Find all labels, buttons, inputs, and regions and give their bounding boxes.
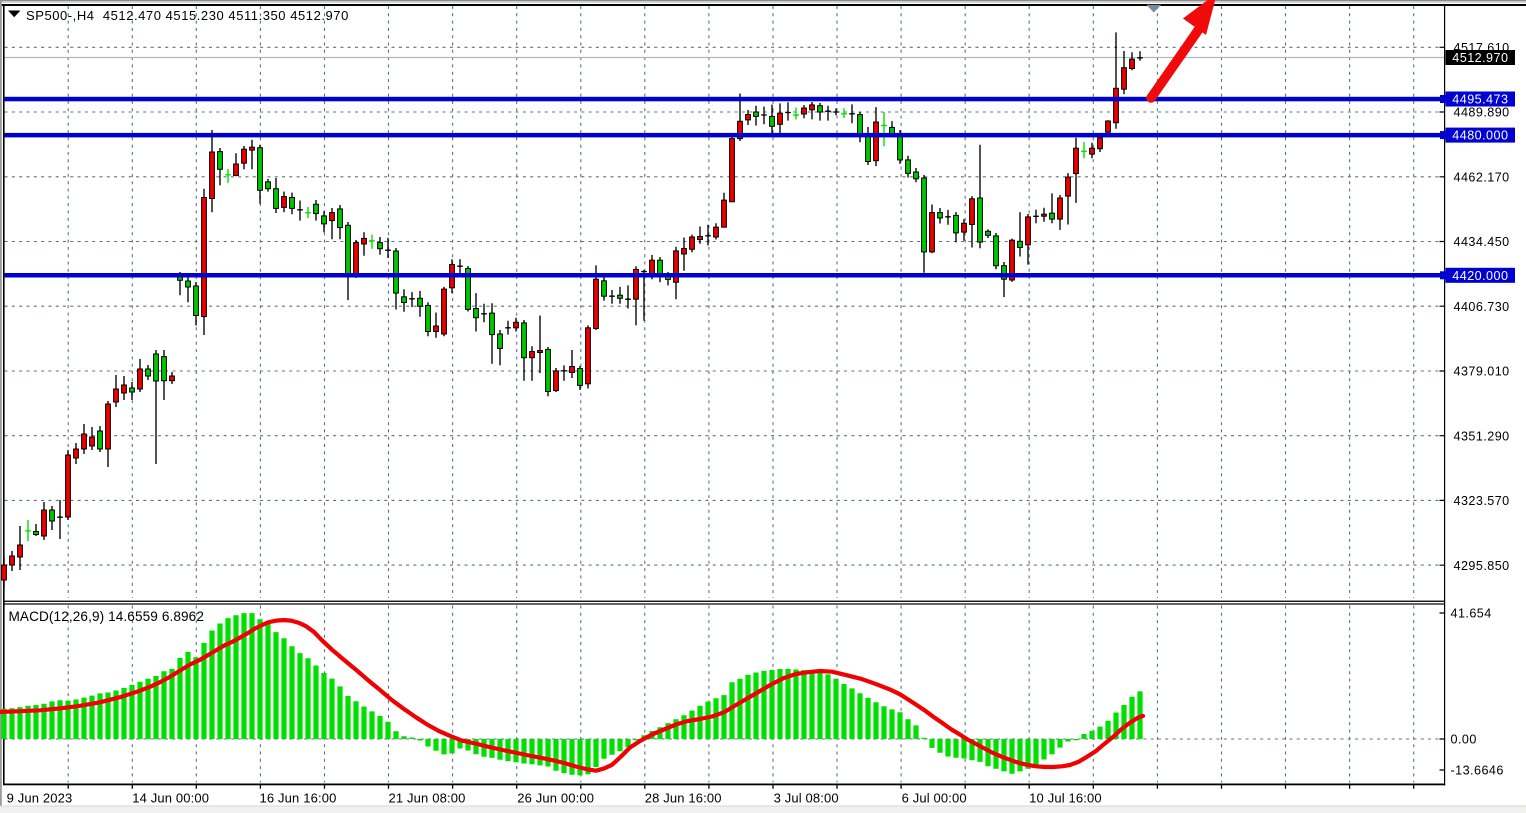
svg-text:28 Jun 16:00: 28 Jun 16:00 <box>645 790 722 805</box>
svg-text:9 Jun 2023: 9 Jun 2023 <box>7 790 73 805</box>
svg-text:14 Jun 00:00: 14 Jun 00:00 <box>132 790 209 805</box>
svg-text:6 Jul 00:00: 6 Jul 00:00 <box>902 790 967 805</box>
svg-text:4323.570: 4323.570 <box>1454 494 1510 508</box>
svg-text:41.654: 41.654 <box>1451 607 1492 621</box>
svg-text:-13.6646: -13.6646 <box>1451 764 1504 778</box>
svg-text:4480.000: 4480.000 <box>1452 129 1508 143</box>
svg-text:10 Jul 16:00: 10 Jul 16:00 <box>1029 790 1102 805</box>
svg-text:4295.850: 4295.850 <box>1454 559 1510 573</box>
svg-text:SP500-,H4 4512.470 4515.230 4: SP500-,H4 4512.470 4515.230 4511.350 451… <box>26 8 349 23</box>
svg-text:21 Jun 08:00: 21 Jun 08:00 <box>389 790 466 805</box>
svg-text:3 Jul 08:00: 3 Jul 08:00 <box>774 790 839 805</box>
svg-text:4512.970: 4512.970 <box>1452 51 1508 65</box>
svg-text:16 Jun 16:00: 16 Jun 16:00 <box>260 790 337 805</box>
svg-text:4351.290: 4351.290 <box>1454 429 1510 443</box>
svg-text:0.00: 0.00 <box>1451 733 1477 747</box>
svg-text:4420.000: 4420.000 <box>1452 269 1508 283</box>
svg-text:4434.450: 4434.450 <box>1454 235 1510 249</box>
svg-text:MACD(12,26,9) 14.6559 6.8962: MACD(12,26,9) 14.6559 6.8962 <box>9 609 205 624</box>
svg-text:4489.890: 4489.890 <box>1454 106 1510 120</box>
svg-text:26 Jun 00:00: 26 Jun 00:00 <box>517 790 594 805</box>
svg-text:4462.170: 4462.170 <box>1454 170 1510 184</box>
svg-text:4406.730: 4406.730 <box>1454 300 1510 314</box>
svg-text:4495.473: 4495.473 <box>1452 93 1508 107</box>
svg-text:4379.010: 4379.010 <box>1454 365 1510 379</box>
